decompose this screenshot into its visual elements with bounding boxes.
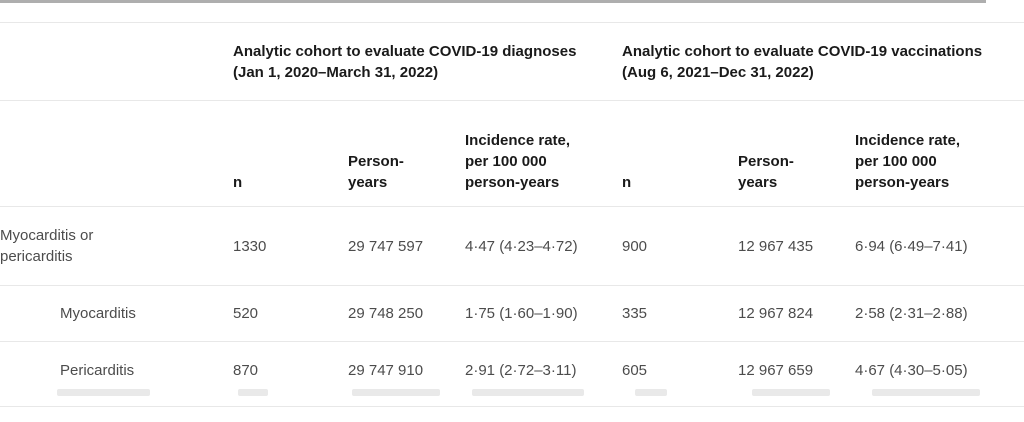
col-header-incidence-rate-vaccinations: Incidence rate, per 100 000 person-years	[855, 100, 1024, 207]
row-label: Pericarditis	[0, 341, 233, 407]
faded-next-row-segment	[472, 389, 584, 396]
table-row-myocarditis: Myocarditis 520 29 748 250 1·75 (1·60–1·…	[0, 285, 1024, 342]
faded-next-row-segment	[238, 389, 268, 396]
faded-next-row-segment	[57, 389, 150, 396]
col-header-person-years-vaccinations: Person-years	[738, 100, 855, 207]
cell-person-years-diagnoses: 29 747 597	[348, 206, 465, 286]
diagnoses-cohort-daterange: (Jan 1, 2020–March 31, 2022)	[233, 64, 439, 81]
cell-n-vaccinations: 605	[622, 341, 738, 407]
cell-person-years-vaccinations: 12 967 824	[738, 285, 855, 342]
vaccinations-cohort-header: Analytic cohort to evaluate COVID-19 vac…	[622, 22, 1024, 101]
vaccinations-cohort-title: Analytic cohort to evaluate COVID-19 vac…	[622, 43, 983, 60]
empty-corner-cell	[0, 22, 233, 101]
faded-next-row-segment	[352, 389, 440, 396]
cell-n-vaccinations: 335	[622, 285, 738, 342]
col-header-incidence-rate-diagnoses: Incidence rate, per 100 000 person-years	[465, 100, 622, 207]
cell-person-years-vaccinations: 12 967 435	[738, 206, 855, 286]
cell-n-diagnoses: 520	[233, 285, 348, 342]
faded-next-row-segment	[872, 389, 980, 396]
cell-n-diagnoses: 1330	[233, 206, 348, 286]
table-top-rule	[0, 0, 986, 3]
diagnoses-cohort-header: Analytic cohort to evaluate COVID-19 dia…	[233, 22, 622, 101]
cell-n-vaccinations: 900	[622, 206, 738, 286]
vaccinations-cohort-daterange: (Aug 6, 2021–Dec 31, 2022)	[622, 64, 814, 81]
col-header-person-years-diagnoses: Person-years	[348, 100, 465, 207]
incidence-rate-table: Analytic cohort to evaluate COVID-19 dia…	[0, 22, 1024, 407]
cell-incidence-rate-diagnoses: 1·75 (1·60–1·90)	[465, 285, 622, 342]
empty-label-header-cell	[0, 100, 233, 207]
column-subheader-row: n Person-years Incidence rate, per 100 0…	[0, 100, 1024, 207]
diagnoses-cohort-title: Analytic cohort to evaluate COVID-19 dia…	[233, 43, 577, 60]
row-label: Myocarditis	[0, 285, 233, 342]
table-row-myocarditis-or-pericarditis: Myocarditis or pericarditis 1330 29 747 …	[0, 206, 1024, 286]
cell-person-years-diagnoses: 29 748 250	[348, 285, 465, 342]
cell-person-years-vaccinations: 12 967 659	[738, 341, 855, 407]
col-header-n-diagnoses: n	[233, 100, 348, 207]
faded-next-row-segment	[752, 389, 830, 396]
cell-person-years-diagnoses: 29 747 910	[348, 341, 465, 407]
faded-next-row-segment	[635, 389, 667, 396]
cell-n-diagnoses: 870	[233, 341, 348, 407]
cell-incidence-rate-vaccinations: 4·67 (4·30–5·05)	[855, 341, 1024, 407]
cohort-group-header-row: Analytic cohort to evaluate COVID-19 dia…	[0, 22, 1024, 101]
cell-incidence-rate-vaccinations: 6·94 (6·49–7·41)	[855, 206, 1024, 286]
cell-incidence-rate-diagnoses: 4·47 (4·23–4·72)	[465, 206, 622, 286]
cell-incidence-rate-diagnoses: 2·91 (2·72–3·11)	[465, 341, 622, 407]
col-header-n-vaccinations: n	[622, 100, 738, 207]
table-row-pericarditis: Pericarditis 870 29 747 910 2·91 (2·72–3…	[0, 341, 1024, 407]
cell-incidence-rate-vaccinations: 2·58 (2·31–2·88)	[855, 285, 1024, 342]
row-label: Myocarditis or pericarditis	[0, 206, 233, 286]
